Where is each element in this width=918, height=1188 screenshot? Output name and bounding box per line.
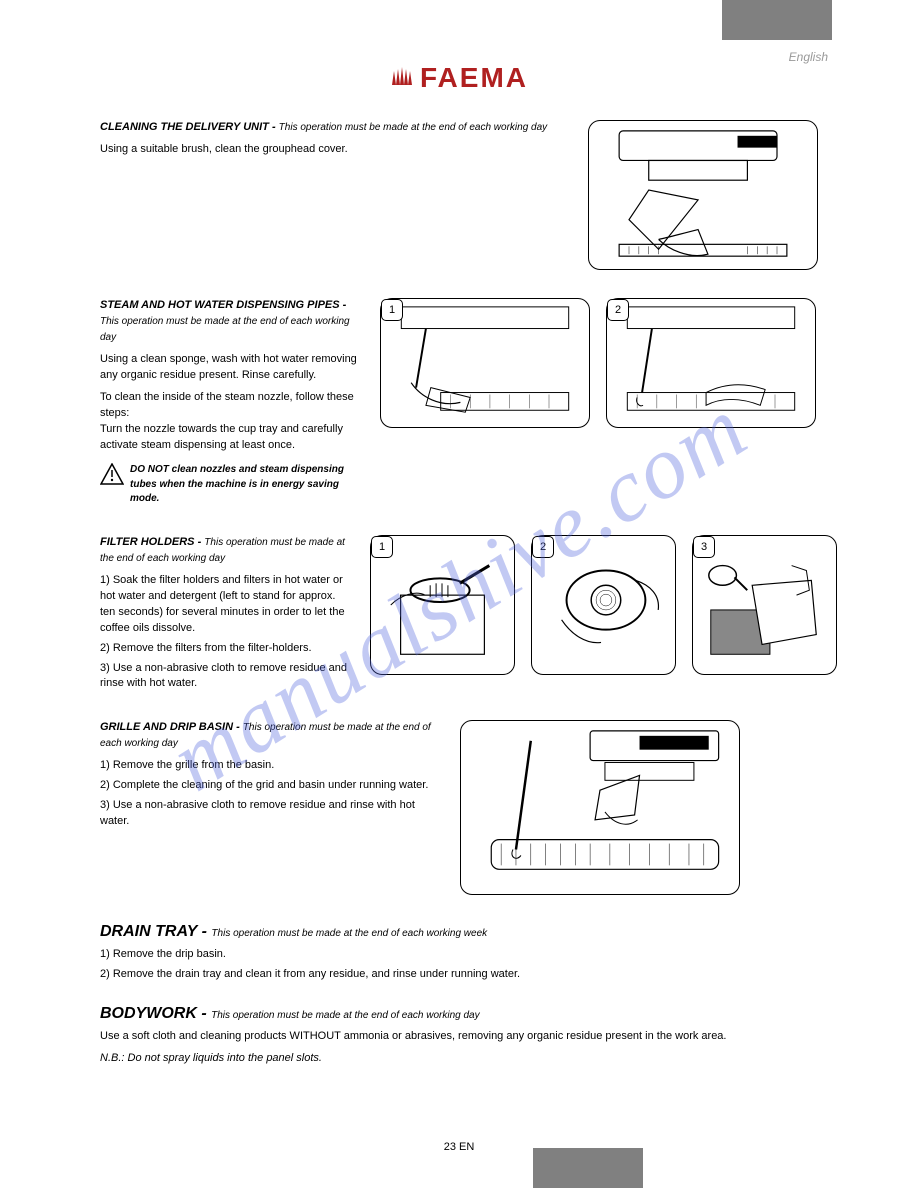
page-content: CLEANING THE DELIVERY UNIT - This operat… (100, 120, 818, 1071)
steam-warning: DO NOT clean nozzles and steam dispensin… (130, 463, 360, 507)
top-language-tab (722, 0, 832, 40)
section-draintray: DRAIN TRAY - This operation must be made… (100, 923, 818, 983)
filter-heading: FILTER HOLDERS - (100, 536, 201, 548)
filter-img2-num: 2 (532, 536, 554, 558)
delivery-illustration (588, 120, 818, 270)
brand-flame-icon (390, 65, 416, 92)
bodywork-heading: BODYWORK - (100, 1005, 207, 1022)
draintray-step2: Remove the drain tray and clean it from … (113, 968, 520, 980)
steam-body2: To clean the inside of the steam nozzle,… (100, 390, 360, 422)
language-label: English (789, 50, 828, 64)
grille-illustration (460, 720, 740, 895)
filter-images: 1 2 3 (370, 535, 837, 675)
filter-step3: Use a non-abrasive cloth to remove resid… (100, 662, 347, 690)
steam-illustration-1: 1 (380, 298, 590, 428)
steam-subheading: This operation must be made at the end o… (100, 316, 350, 343)
delivery-heading: CLEANING THE DELIVERY UNIT - (100, 121, 276, 133)
section-grille: GRILLE AND DRIP BASIN - This operation m… (100, 720, 818, 895)
delivery-subheading: This operation must be made at the end o… (279, 122, 548, 133)
filter-step2: Remove the filters from the filter-holde… (113, 642, 312, 654)
grille-step2: Complete the cleaning of the grid and ba… (113, 779, 429, 791)
section-bodywork: BODYWORK - This operation must be made a… (100, 1005, 818, 1067)
draintray-step1: Remove the drip basin. (113, 948, 226, 960)
delivery-text: CLEANING THE DELIVERY UNIT - This operat… (100, 120, 568, 270)
steam-body1: Using a clean sponge, wash with hot wate… (100, 352, 360, 384)
bodywork-subheading: This operation must be made at the end o… (211, 1010, 480, 1021)
section-delivery: CLEANING THE DELIVERY UNIT - This operat… (100, 120, 818, 270)
brand-name: FAEMA (420, 62, 528, 94)
section-steam: STEAM AND HOT WATER DISPENSING PIPES - T… (100, 298, 818, 507)
filter-illustration-2: 2 (531, 535, 676, 675)
section-filter: FILTER HOLDERS - This operation must be … (100, 535, 818, 692)
grille-step1: Remove the grille from the basin. (113, 759, 274, 771)
delivery-body: Using a suitable brush, clean the grouph… (100, 142, 568, 158)
warning-icon (100, 463, 124, 491)
steam-img2-num: 2 (607, 299, 629, 321)
draintray-heading: DRAIN TRAY - (100, 923, 207, 940)
bodywork-body: Use a soft cloth and cleaning products W… (100, 1029, 818, 1045)
steam-illustration-2: 2 (606, 298, 816, 428)
page-number: 23 EN (444, 1141, 475, 1153)
bodywork-note-body: Do not spray liquids into the panel slot… (128, 1052, 322, 1064)
bottom-page-tab (533, 1148, 643, 1188)
filter-illustration-1: 1 (370, 535, 515, 675)
filter-img1-num: 1 (371, 536, 393, 558)
filter-illustration-3: 3 (692, 535, 837, 675)
bodywork-note-heading: N.B.: (100, 1052, 124, 1064)
steam-text: STEAM AND HOT WATER DISPENSING PIPES - T… (100, 298, 360, 507)
steam-images: 1 2 (380, 298, 816, 428)
grille-heading: GRILLE AND DRIP BASIN - (100, 721, 240, 733)
filter-img3-num: 3 (693, 536, 715, 558)
filter-text: FILTER HOLDERS - This operation must be … (100, 535, 350, 692)
grille-step3: Use a non-abrasive cloth to remove resid… (100, 799, 415, 827)
filter-step1: Soak the filter holders and filters in h… (100, 574, 345, 634)
steam-img1-num: 1 (381, 299, 403, 321)
steam-heading: STEAM AND HOT WATER DISPENSING PIPES - (100, 299, 346, 311)
grille-text: GRILLE AND DRIP BASIN - This operation m… (100, 720, 440, 895)
brand-logo: FAEMA (390, 62, 528, 94)
draintray-subheading: This operation must be made at the end o… (211, 928, 487, 939)
steam-body3: Turn the nozzle towards the cup tray and… (100, 422, 360, 454)
